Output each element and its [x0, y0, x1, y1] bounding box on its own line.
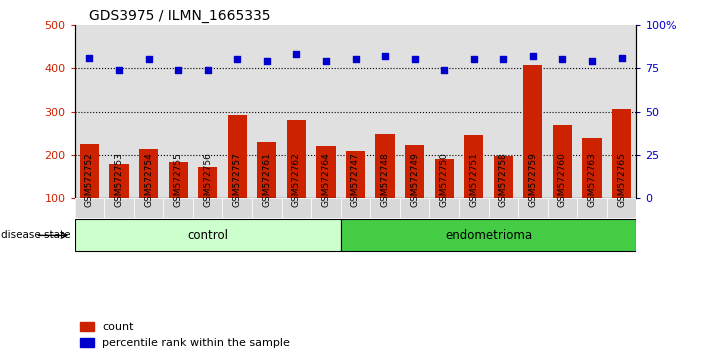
Bar — [488, 198, 518, 218]
Text: GSM572752: GSM572752 — [85, 152, 94, 207]
Bar — [493, 156, 513, 242]
Bar — [434, 159, 454, 242]
Bar — [257, 142, 277, 242]
Point — [616, 55, 627, 61]
Bar — [287, 120, 306, 242]
Text: GSM572747: GSM572747 — [351, 152, 360, 207]
Text: GSM572757: GSM572757 — [232, 152, 242, 207]
Bar — [109, 164, 129, 242]
Bar — [429, 198, 459, 218]
Bar — [228, 115, 247, 242]
Bar — [547, 198, 577, 218]
Bar — [612, 109, 631, 242]
Legend: count, percentile rank within the sample: count, percentile rank within the sample — [80, 322, 290, 348]
Bar — [375, 134, 395, 242]
Bar — [252, 198, 282, 218]
Point — [143, 57, 154, 62]
Bar — [341, 219, 636, 251]
Bar — [75, 198, 105, 218]
Text: GSM572753: GSM572753 — [114, 152, 124, 207]
Bar — [523, 65, 542, 242]
Point — [173, 67, 184, 73]
Bar — [518, 198, 547, 218]
Bar — [198, 167, 218, 242]
Text: GSM572762: GSM572762 — [292, 152, 301, 207]
Point — [380, 53, 391, 59]
Text: GSM572758: GSM572758 — [499, 152, 508, 207]
Point — [232, 57, 243, 62]
Text: disease state: disease state — [1, 230, 70, 240]
Point — [350, 57, 361, 62]
Point — [291, 51, 302, 57]
Bar — [606, 198, 636, 218]
Text: GSM572754: GSM572754 — [144, 152, 153, 207]
Point — [527, 53, 538, 59]
Text: GSM572760: GSM572760 — [558, 152, 567, 207]
Bar — [164, 198, 193, 218]
Text: GSM572748: GSM572748 — [380, 152, 390, 207]
Text: GSM572751: GSM572751 — [469, 152, 479, 207]
Text: GSM572764: GSM572764 — [321, 152, 331, 207]
Text: endometrioma: endometrioma — [445, 229, 532, 242]
Bar — [311, 198, 341, 218]
Bar — [459, 198, 488, 218]
Text: GDS3975 / ILMN_1665335: GDS3975 / ILMN_1665335 — [89, 9, 270, 23]
Bar — [80, 144, 99, 242]
Point — [498, 57, 509, 62]
Text: control: control — [187, 229, 228, 242]
Bar — [346, 150, 365, 242]
Text: GSM572749: GSM572749 — [410, 152, 419, 207]
Bar — [405, 145, 424, 242]
Text: GSM572750: GSM572750 — [439, 152, 449, 207]
Bar — [577, 198, 606, 218]
Point — [113, 67, 124, 73]
Point — [439, 67, 450, 73]
Text: GSM572763: GSM572763 — [587, 152, 597, 207]
Bar — [193, 198, 223, 218]
Bar — [105, 198, 134, 218]
Text: GSM572761: GSM572761 — [262, 152, 272, 207]
Bar — [316, 146, 336, 242]
Bar — [400, 198, 429, 218]
Point — [587, 58, 598, 64]
Bar — [139, 149, 158, 242]
Point — [468, 57, 479, 62]
Bar — [75, 219, 341, 251]
Point — [557, 57, 568, 62]
Point — [261, 58, 272, 64]
Bar — [370, 198, 400, 218]
Point — [320, 58, 331, 64]
Bar — [223, 198, 252, 218]
Text: GSM572759: GSM572759 — [528, 152, 538, 207]
Bar — [341, 198, 370, 218]
Bar — [582, 137, 602, 242]
Bar — [134, 198, 164, 218]
Bar — [169, 162, 188, 242]
Text: GSM572755: GSM572755 — [173, 152, 183, 207]
Point — [409, 57, 420, 62]
Text: GSM572765: GSM572765 — [617, 152, 626, 207]
Text: GSM572756: GSM572756 — [203, 152, 212, 207]
Point — [202, 67, 213, 73]
Bar — [553, 125, 572, 242]
Bar — [464, 135, 483, 242]
Bar — [282, 198, 311, 218]
Point — [84, 55, 95, 61]
